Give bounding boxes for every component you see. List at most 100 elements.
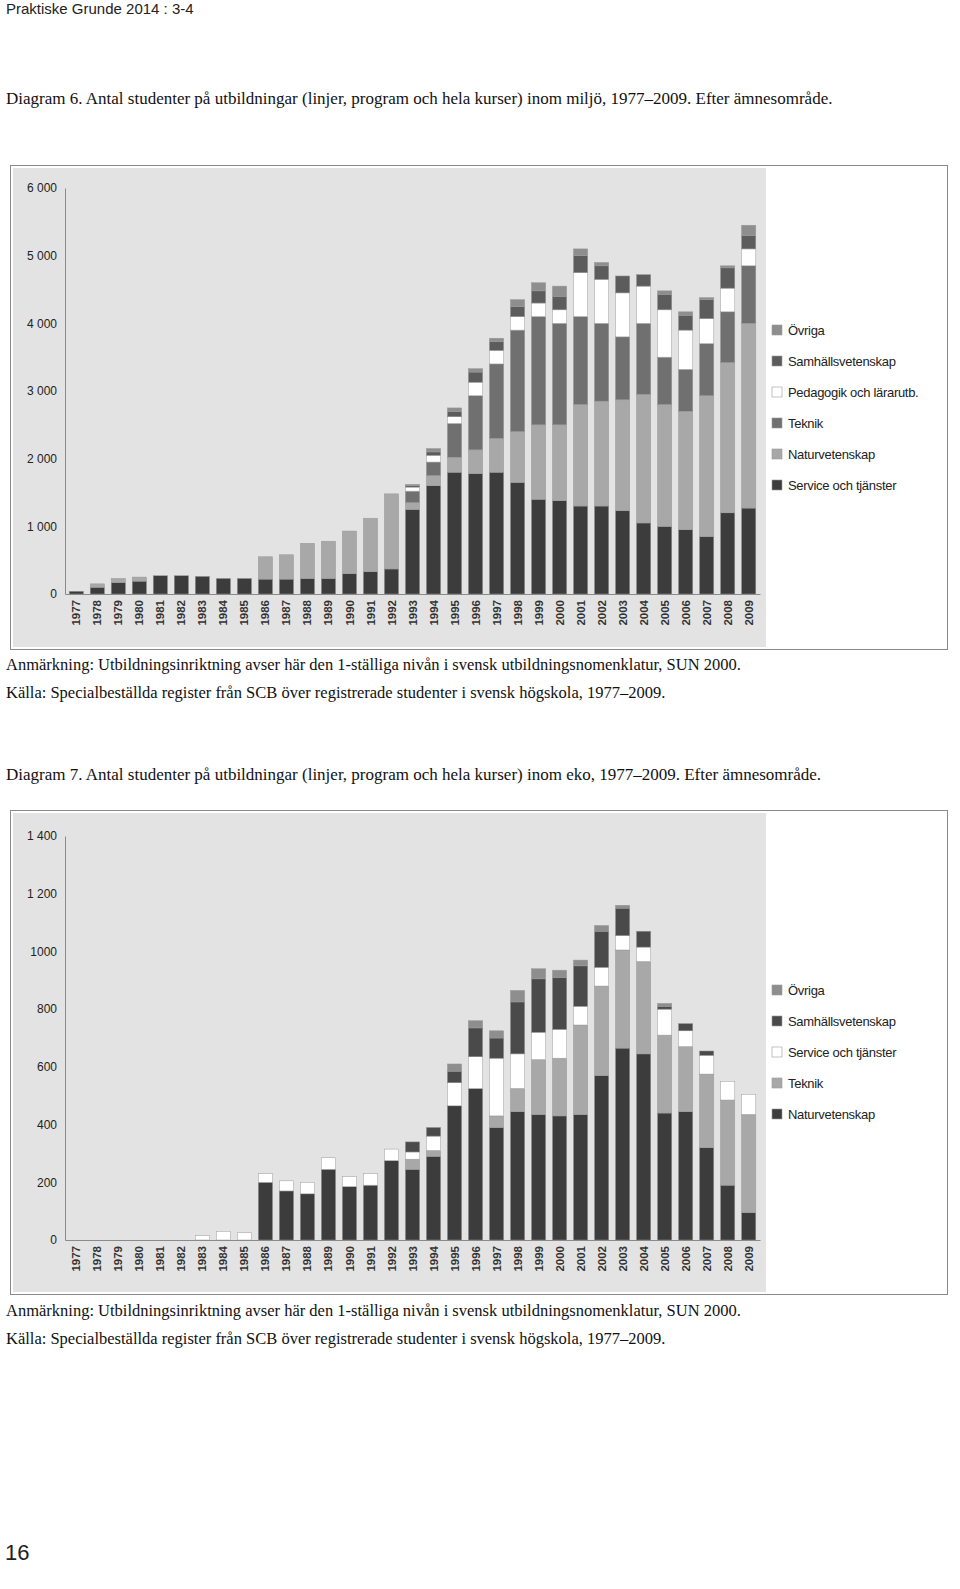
tick: 2006 [680,594,692,626]
bar-segment [405,1142,419,1152]
tick-label: 1995 [449,1245,461,1271]
bar-segment [216,578,230,579]
bar-segment [615,950,629,1048]
series [405,950,755,1213]
bar-segment [573,405,587,507]
bar-segment [468,1089,482,1241]
bar-segment [111,578,125,582]
bar-segment [153,576,167,594]
bar-segment [742,508,756,594]
bar-segment [573,960,587,966]
bar-segment [657,294,671,310]
bar-segment [447,1064,461,1071]
bar-segment [426,1151,440,1157]
tick: 1985 [238,1240,250,1272]
bar-segment [69,591,83,594]
bar-segment [216,578,230,594]
bar-segment [573,249,587,256]
bar-segment [489,1116,503,1128]
tick: 0 [50,587,65,601]
tick-label: 2002 [596,1246,608,1272]
bar-segment [699,344,713,396]
bar-segment [174,1240,188,1241]
tick: 1999 [533,1240,545,1272]
legend-label: Samhällsvetenskap [788,354,896,369]
bar-segment [405,1141,419,1142]
bar-segment [90,1240,104,1241]
bar-segment [657,310,671,357]
bar-segment [258,557,272,579]
tick-label: 200 [37,1176,57,1190]
bar-segment [594,967,608,986]
bar-segment [615,936,629,950]
bar-segment [594,986,608,1075]
bar-segment [510,1054,524,1089]
tick: 3 000 [27,384,65,398]
bar-segment [636,931,650,947]
bar-segment [594,279,608,323]
bar-segment [300,543,314,544]
bar-segment [636,286,650,323]
bar-segment [721,268,735,288]
plot-background [13,168,766,647]
chart: 020040060080010001 2001 4001977197819791… [10,810,948,1295]
tick-label: 1977 [70,600,82,626]
tick-label: 1984 [217,1245,229,1271]
bar-segment [594,506,608,594]
bar-segment [384,493,398,494]
bar-segment [90,1240,104,1241]
bar-segment [405,1152,419,1159]
bar-segment [742,323,756,508]
bar-segment [132,1240,146,1241]
bar-segment [531,979,545,1032]
bar-segment [111,1240,125,1241]
chart-frame [11,166,948,650]
bar-segment [742,235,756,249]
tick-label: 2003 [617,600,629,626]
bar-segment [573,256,587,273]
bar-segment [573,506,587,594]
tick: 2000 [554,594,566,626]
bar-segment [216,578,230,579]
bar-segment [90,583,104,584]
bar-segment [153,575,167,576]
bar-segment [636,962,650,1054]
legend-item: Naturvetenskap [772,447,875,462]
tick: 1987 [280,1240,292,1272]
tick: 1978 [91,594,103,626]
tick-label: 1977 [70,1246,82,1272]
tick: 2000 [554,1240,566,1272]
tick-label: 1996 [470,1246,482,1272]
bar-segment [657,526,671,594]
annotation: Anmärkning: Utbildningsinriktning avser … [6,1298,741,1324]
bar-segment [468,382,482,396]
tick: 1999 [533,594,545,626]
tick: 5 000 [27,249,65,263]
bar-segment [489,1038,503,1058]
bar-segment [216,1231,230,1240]
bar-segment [237,578,251,579]
bar-segment [636,275,650,287]
bar-segment [615,511,629,594]
y-axis: 020040060080010001 2001 400 [27,829,66,1247]
bar-segment [405,509,419,594]
bar-segment [721,266,735,268]
bar-segment [279,1191,293,1240]
tick-label: 1980 [133,600,145,626]
tick: 1982 [175,1240,187,1272]
bar-segment [678,1112,692,1240]
bar-segment [279,1180,293,1181]
bar-segment [489,364,503,438]
bar-segment [468,1021,482,1028]
bar-segment [510,432,524,483]
bar-segment [258,556,272,557]
legend-swatch [772,1016,782,1026]
bar-segment [216,578,230,579]
page-number: 16 [5,1540,29,1566]
tick-label: 2001 [575,599,587,625]
bar-segment [678,1031,692,1047]
bar-segment [132,581,146,594]
bar-segment [363,518,377,519]
bar-segment [699,1074,713,1148]
bar-segment [742,1094,756,1095]
